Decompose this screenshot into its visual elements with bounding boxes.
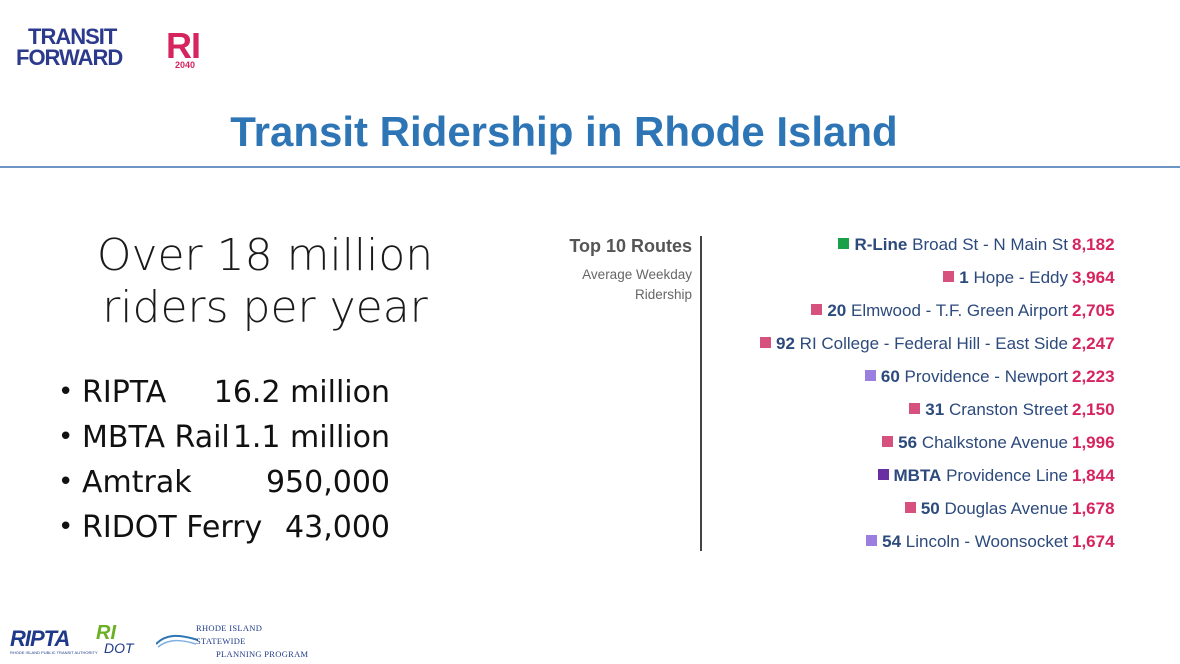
planning-line2: PLANNING PROGRAM [216, 649, 309, 659]
ridot-logo: RI DOT [96, 622, 134, 656]
route-color-square [866, 535, 878, 546]
route-row: R-Line Broad St - N Main St 8,182 [704, 234, 1124, 267]
route-row: 60 Providence - Newport 2,223 [704, 366, 1124, 399]
route-name: Broad St - N Main St [912, 235, 1068, 254]
headline-line2: riders per year [102, 282, 428, 333]
route-name: Lincoln - Woonsocket [905, 532, 1068, 551]
routes-subheading-line2: Ridership [634, 287, 692, 302]
top-routes-list: R-Line Broad St - N Main St 8,182 1 Hope… [704, 234, 1124, 564]
route-number: 1 [959, 268, 969, 287]
route-row: 56 Chalkstone Avenue 1,996 [704, 432, 1124, 465]
bullet: • [58, 512, 74, 542]
bullet: • [58, 467, 74, 497]
stat-name: Amtrak [82, 465, 192, 500]
route-number: 56 [898, 433, 918, 452]
stat-item: • MBTA Rail 1.1 million [58, 415, 418, 460]
page-title: Transit Ridership in Rhode Island [230, 108, 898, 155]
route-number: R-Line [854, 235, 908, 254]
routes-heading: Top 10 Routes [569, 236, 692, 256]
stat-value: 1.1 million [232, 420, 390, 455]
title-divider [0, 166, 1180, 168]
route-color-square [882, 436, 894, 447]
route-row: 1 Hope - Eddy 3,964 [704, 267, 1124, 300]
bullet: • [58, 422, 74, 452]
route-ridership: 1,674 [1072, 532, 1115, 551]
route-name: Hope - Eddy [973, 268, 1069, 287]
routes-panel-header: Top 10 Routes Average Weekday Ridership [540, 236, 692, 305]
route-name: Douglas Avenue [944, 499, 1068, 518]
logo-ri: RI [166, 25, 201, 66]
route-color-square [760, 337, 772, 348]
route-ridership: 8,182 [1072, 235, 1115, 254]
ridership-list: • RIPTA 16.2 million • MBTA Rail 1.1 mil… [58, 370, 418, 550]
headline: Over 18 million riders per year [80, 230, 450, 334]
route-number: 20 [827, 301, 847, 320]
route-ridership: 2,150 [1072, 400, 1115, 419]
route-ridership: 1,996 [1072, 433, 1115, 452]
route-number: 92 [776, 334, 795, 353]
logo-line1: TRANSIT [28, 24, 117, 49]
stat-item: • Amtrak 950,000 [58, 460, 418, 505]
stat-value: 950,000 [265, 465, 390, 500]
route-ridership: 3,964 [1072, 268, 1115, 287]
route-row: 50 Douglas Avenue 1,678 [704, 498, 1124, 531]
route-number: 60 [880, 367, 900, 386]
ripta-logo-subtext: RHODE ISLAND PUBLIC TRANSIT AUTHORITY [10, 650, 98, 655]
vertical-divider [700, 236, 702, 551]
stat-name: MBTA Rail [82, 420, 230, 455]
route-name: Providence Line [946, 466, 1068, 485]
route-row: 31 Cranston Street 2,150 [704, 399, 1124, 432]
route-number: 54 [882, 532, 902, 551]
ridot-logo-dot: DOT [104, 640, 134, 656]
routes-subheading: Average Weekday Ridership [540, 265, 692, 305]
route-name: Chalkstone Avenue [921, 433, 1068, 452]
route-row: MBTA Providence Line 1,844 [704, 465, 1124, 498]
route-color-square [904, 502, 916, 513]
transit-forward-logo: TRANSIT FORWARD RI 2040 [16, 24, 201, 72]
planning-line1: RHODE ISLAND STATEWIDE [196, 623, 263, 646]
logo-year: 2040 [175, 60, 196, 70]
partner-logos: RIPTA RHODE ISLAND PUBLIC TRANSIT AUTHOR… [10, 620, 310, 660]
routes-subheading-line1: Average Weekday [582, 267, 692, 282]
logo-line2: FORWARD [16, 45, 123, 70]
statewide-planning-logo: RHODE ISLAND STATEWIDE PLANNING PROGRAM [196, 622, 310, 661]
stat-value: 43,000 [285, 510, 390, 545]
route-color-square [838, 238, 850, 249]
route-ridership: 2,223 [1072, 367, 1115, 386]
route-row: 92 RI College - Federal Hill - East Side… [704, 333, 1124, 366]
route-ridership: 2,247 [1072, 334, 1115, 353]
route-number: 31 [925, 400, 945, 419]
route-row: 20 Elmwood - T.F. Green Airport 2,705 [704, 300, 1124, 333]
headline-line1: Over 18 million [96, 230, 434, 281]
route-number: MBTA [893, 466, 942, 485]
route-name: RI College - Federal Hill - East Side [799, 334, 1068, 353]
route-color-square [864, 370, 876, 381]
route-color-square [909, 403, 921, 414]
route-row: 54 Lincoln - Woonsocket 1,674 [704, 531, 1124, 564]
ridot-logo-ri: RI [96, 622, 116, 644]
route-name: Providence - Newport [904, 367, 1068, 386]
route-ridership: 1,678 [1072, 499, 1115, 518]
route-name: Cranston Street [948, 400, 1068, 419]
wave-icon [156, 634, 198, 648]
stat-name: RIDOT Ferry [82, 510, 263, 545]
stat-value: 16.2 million [213, 375, 390, 410]
route-color-square [877, 469, 889, 480]
route-ridership: 2,705 [1072, 301, 1115, 320]
route-number: 50 [920, 499, 940, 518]
route-color-square [943, 271, 955, 282]
bullet: • [58, 377, 74, 407]
ripta-logo-text: RIPTA [10, 626, 70, 651]
stat-item: • RIPTA 16.2 million [58, 370, 418, 415]
route-color-square [811, 304, 823, 315]
route-ridership: 1,844 [1072, 466, 1115, 485]
stat-item: • RIDOT Ferry 43,000 [58, 505, 418, 550]
route-name: Elmwood - T.F. Green Airport [851, 301, 1068, 320]
stat-name: RIPTA [82, 375, 167, 410]
